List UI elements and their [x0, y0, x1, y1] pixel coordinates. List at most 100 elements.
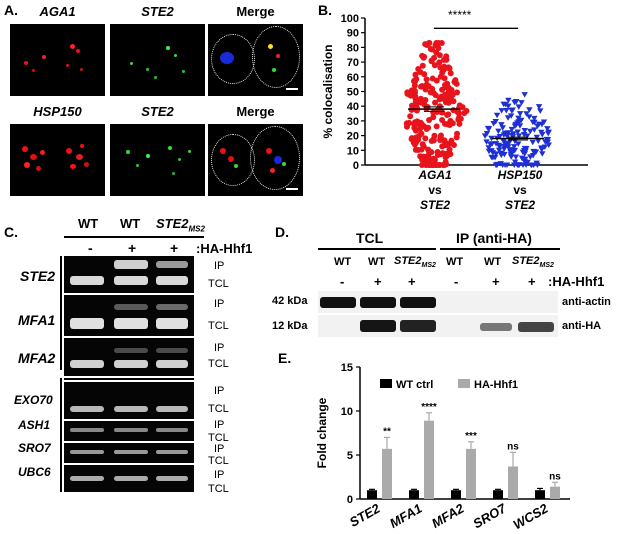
header-merge-row2: Merge: [236, 104, 275, 119]
d-sign-5: +: [492, 274, 500, 289]
data-point: [523, 111, 530, 117]
data-point: [428, 149, 435, 156]
data-point: [505, 97, 512, 104]
y-tick-label: 40: [347, 101, 359, 113]
y-axis-title: % colocalisation: [321, 44, 335, 138]
data-point: [429, 85, 436, 92]
data-point: [516, 123, 524, 129]
data-point: [524, 159, 531, 166]
category-1-line3: STE2: [419, 198, 450, 212]
data-point: [432, 42, 439, 49]
d-tag: :HA-Hhf1: [548, 274, 605, 289]
y-tick-label: 10: [347, 145, 359, 157]
data-point: [512, 154, 520, 160]
data-point: [446, 149, 453, 156]
data-point: [447, 70, 454, 77]
data-point: [540, 119, 548, 126]
c-bracket-bottom: [60, 378, 62, 492]
bar: [508, 466, 518, 499]
panel-b-label: B.: [318, 2, 332, 18]
data-point: [544, 126, 551, 132]
significance-label: **: [383, 426, 391, 437]
data-point: [422, 41, 429, 48]
c-lane-tcl-6: TCL: [208, 455, 229, 467]
data-point: [533, 134, 540, 141]
micrograph-merge-row2: [208, 124, 303, 196]
data-point: [436, 52, 443, 59]
bar: [550, 486, 560, 499]
data-point: [412, 119, 419, 126]
data-point: [535, 104, 543, 110]
data-point: [456, 102, 463, 109]
data-point: [419, 62, 426, 69]
data-point: [439, 116, 446, 123]
c-lane-ip-4: IP: [214, 385, 225, 397]
data-point: [510, 131, 517, 137]
colocalisation-chart: 0 10 20 30 40 50 60 70 80 90 100 % colocalisation: [321, 13, 588, 172]
c-lane-ip-2: IP: [214, 298, 225, 310]
data-point: [511, 99, 518, 106]
data-point: [493, 112, 501, 119]
y-tick-label: 90: [347, 28, 359, 40]
d-strain-wt-3: WT: [446, 256, 464, 268]
data-point: [420, 143, 427, 150]
data-point: [428, 58, 435, 65]
data-point: [488, 141, 496, 147]
significance-label: ns: [549, 471, 561, 482]
data-point: [417, 83, 424, 90]
data-point: [527, 128, 534, 135]
data-point: [529, 139, 536, 146]
data-point: [508, 108, 515, 114]
d-strain-ste2-2: STE2MS2: [512, 255, 554, 270]
data-point: [445, 64, 452, 71]
data-point: [433, 109, 440, 116]
micrograph-aga1: [10, 24, 105, 96]
c-gene-sro7: SRO7: [18, 441, 51, 455]
c-lane-tcl-2: TCL: [208, 320, 229, 332]
c-strain-ste2: STE2MS2: [156, 216, 205, 234]
data-point: [496, 144, 503, 150]
data-point: [433, 77, 440, 84]
data-point: [534, 162, 541, 168]
c-strain-wt-1: WT: [78, 216, 99, 231]
data-point: [484, 125, 492, 132]
data-point: [454, 108, 461, 115]
c-gene-ubc6: UBC6: [18, 465, 51, 479]
data-point: [420, 54, 427, 61]
header-ste2-row1: STE2: [141, 4, 174, 19]
d-mw-12: 12 kDa: [272, 320, 308, 332]
data-point: [495, 147, 503, 154]
data-point: [422, 135, 429, 142]
data-point: [488, 135, 495, 142]
data-point: [504, 133, 511, 140]
data-point: [503, 108, 510, 114]
data-point: [545, 130, 552, 137]
data-point: [505, 144, 512, 150]
y-tick-label: 80: [347, 42, 359, 54]
c-lane-ip-5: IP: [214, 419, 225, 431]
y-tick-label: 60: [347, 72, 359, 84]
data-point: [509, 149, 516, 156]
data-point: [511, 159, 519, 166]
legend-swatch: [458, 379, 470, 388]
data-point: [423, 153, 430, 160]
data-point: [426, 116, 433, 123]
y-tick-label: 70: [347, 57, 359, 69]
data-point: [515, 115, 522, 122]
data-point: [498, 152, 505, 159]
data-point: [499, 125, 506, 131]
c-lane-ip-6: IP: [214, 443, 225, 455]
d-group-ip: IP (anti-HA): [456, 230, 532, 246]
data-point: [404, 122, 411, 129]
c-strain-underline: [64, 236, 204, 238]
data-point: [508, 126, 516, 133]
c-gene-ste2: STE2: [20, 268, 56, 284]
c-gene-mfa2: MFA2: [18, 350, 56, 366]
data-point: [451, 78, 458, 85]
data-point: [527, 154, 534, 160]
data-point: [456, 120, 463, 127]
header-aga1: AGA1: [39, 4, 76, 19]
data-point: [423, 76, 430, 83]
c-gene-mfa1: MFA1: [18, 312, 56, 328]
data-point: [408, 135, 415, 142]
